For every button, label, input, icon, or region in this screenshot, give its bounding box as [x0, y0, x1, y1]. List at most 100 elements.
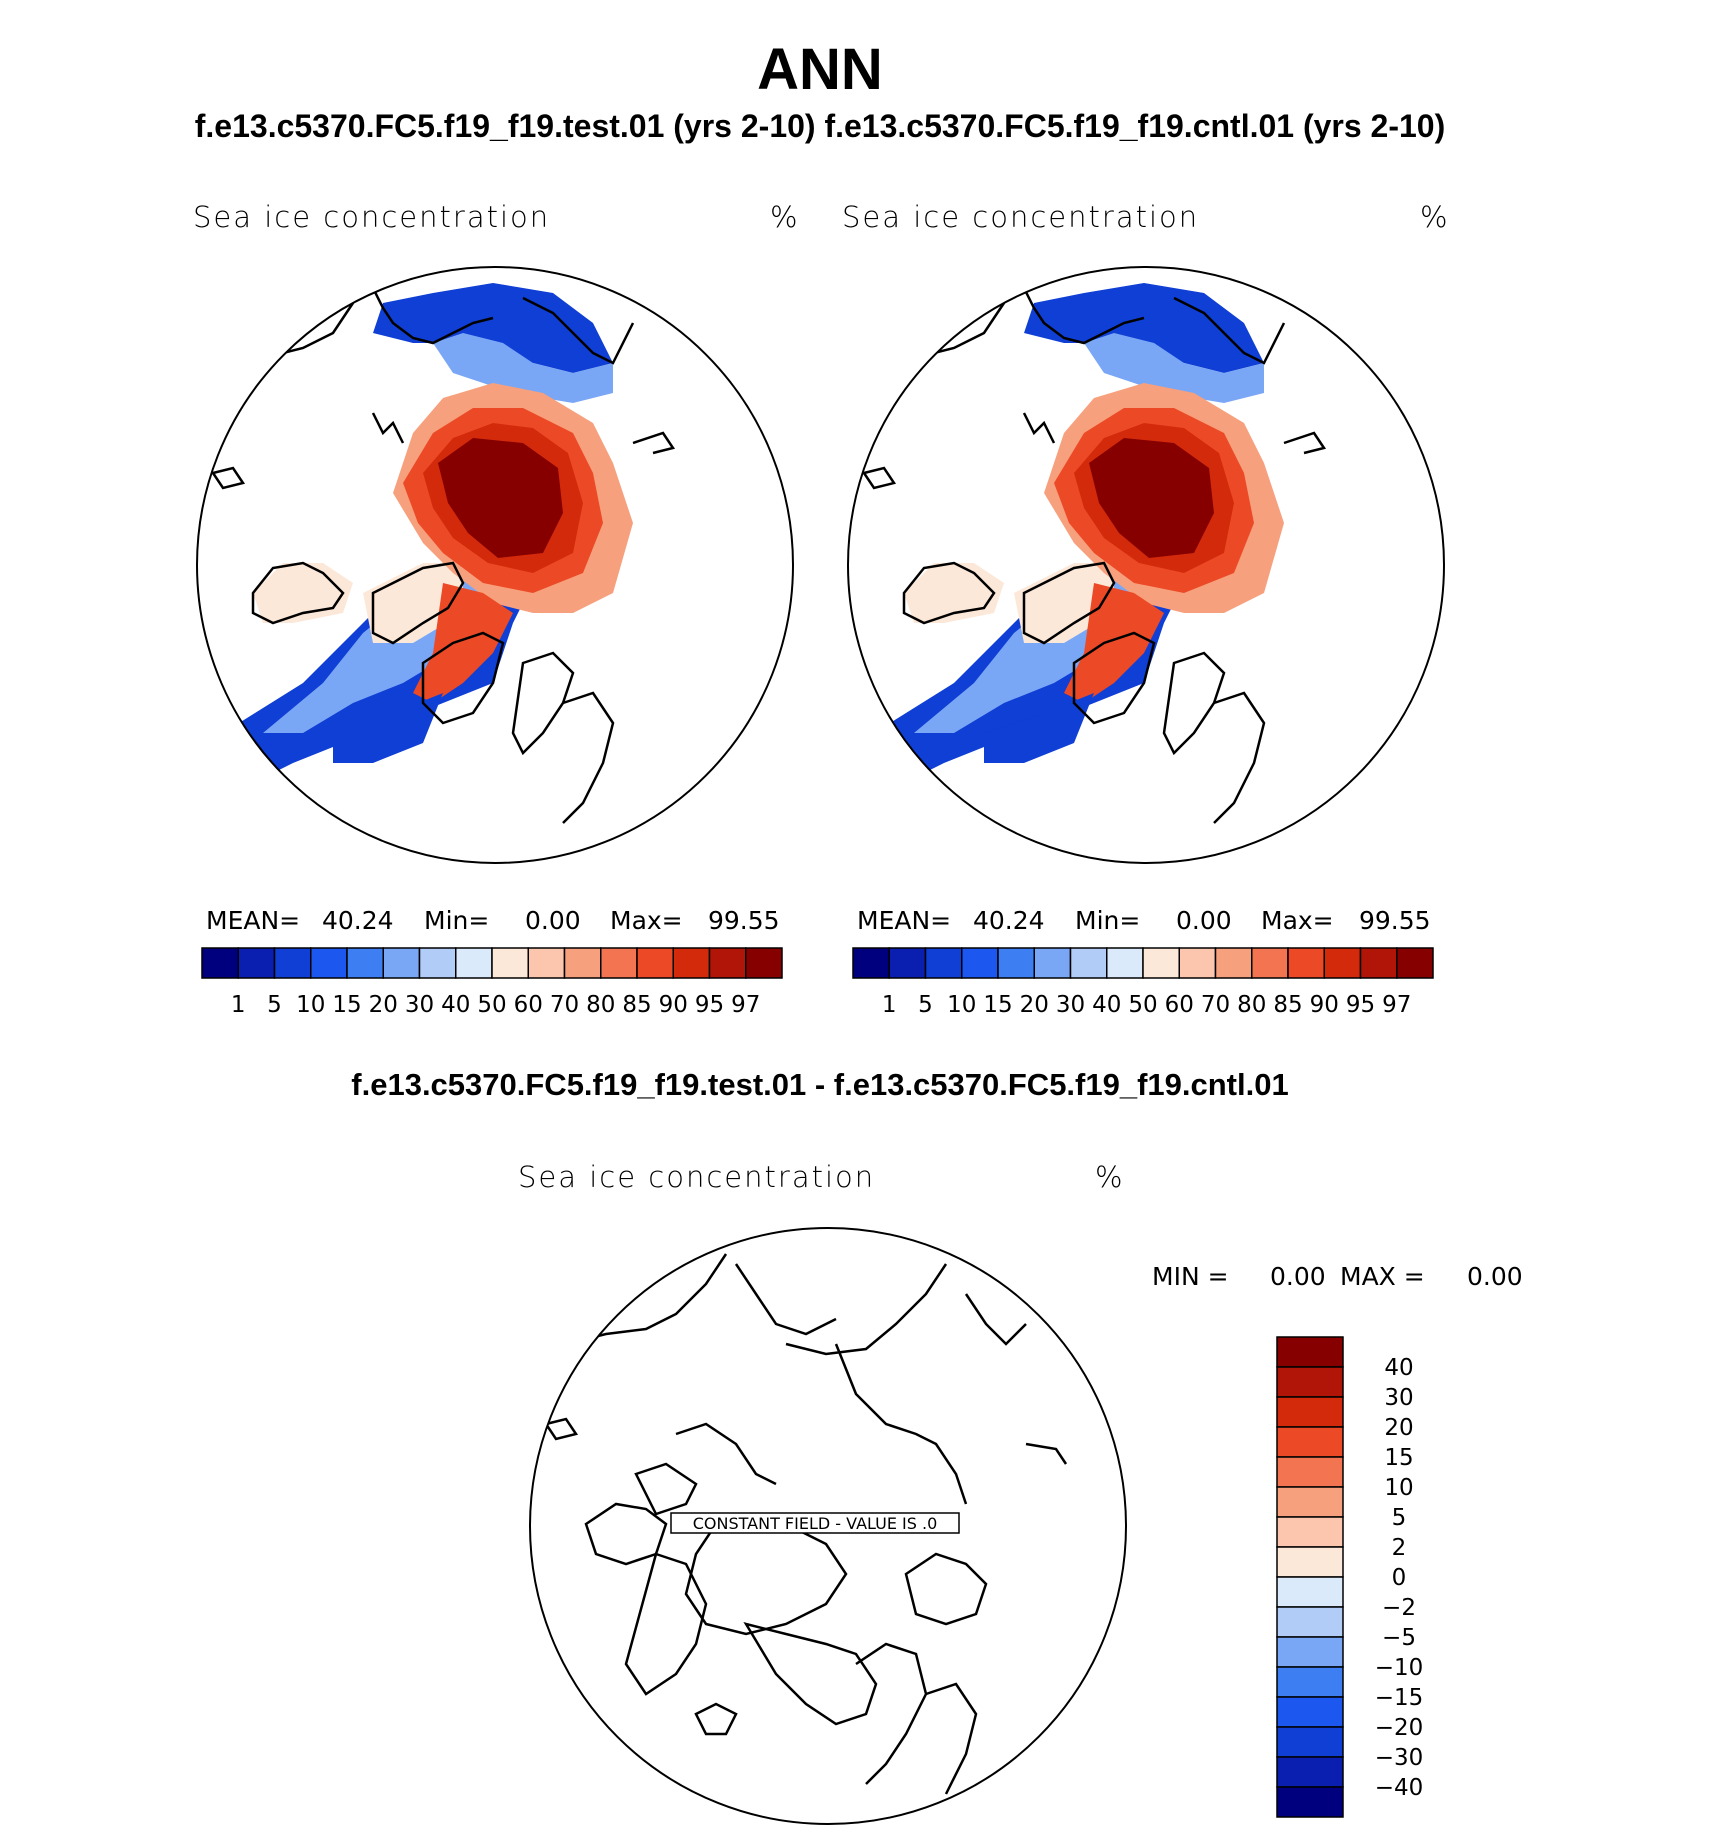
left-ice-field — [223, 283, 633, 783]
diff-colorbar-tick-label: −30 — [1375, 1745, 1424, 1771]
diff-colorbar-swatch — [1276, 1516, 1344, 1548]
right-colorbar-tick-label: 20 — [1020, 992, 1049, 1018]
diff-coastlines — [543, 1253, 1068, 1795]
left-colorbar-swatch — [527, 947, 566, 979]
right-colorbar-tick-label: 85 — [1273, 992, 1302, 1018]
diff-colorbar-swatch — [1276, 1456, 1344, 1488]
right-colorbar-swatch — [1214, 947, 1253, 979]
left-colorbar-swatch — [346, 947, 384, 979]
right-colorbar-tick-label: 1 — [882, 992, 897, 1018]
right-min-value: 0.00 — [1176, 906, 1232, 935]
diff-colorbar-tick-label: −40 — [1375, 1775, 1424, 1801]
right-colorbar-swatch — [924, 947, 963, 979]
left-colorbar-swatch — [563, 947, 602, 979]
left-min-value: 0.00 — [525, 906, 581, 935]
left-colorbar-tick-label: 60 — [514, 992, 543, 1018]
case-subtitle: f.e13.c5370.FC5.f19_f19.test.01 (yrs 2-1… — [194, 108, 1446, 144]
diff-colorbar-tick-label: 40 — [1384, 1355, 1413, 1381]
right-panel-variable: Sea ice concentration — [842, 200, 1200, 234]
right-colorbar: 1 5 10 15 20 30 40 50 60 70 80 85 90 95 97 — [852, 947, 1434, 1018]
right-colorbar-tick-label: 60 — [1165, 992, 1194, 1018]
left-mean-label: MEAN= — [206, 906, 301, 935]
diff-panel-units: % — [1095, 1160, 1125, 1194]
right-colorbar-swatch — [1069, 947, 1108, 979]
left-colorbar-tick-label: 95 — [695, 992, 724, 1018]
left-coastlines — [210, 287, 676, 824]
right-colorbar-tick-label: 30 — [1056, 992, 1085, 1018]
right-colorbar-tick-label: 40 — [1092, 992, 1121, 1018]
diff-colorbar-swatch — [1276, 1396, 1344, 1428]
diff-colorbar-tick-label: −2 — [1382, 1595, 1416, 1621]
diff-min-value: 0.00 — [1270, 1262, 1326, 1291]
left-max-value: 99.55 — [708, 906, 780, 935]
diff-colorbar-swatch — [1276, 1546, 1344, 1578]
diff-min-label: MIN = — [1152, 1262, 1229, 1291]
left-colorbar-swatch — [708, 947, 747, 979]
diff-colorbar-tick-label: 10 — [1384, 1475, 1413, 1501]
right-colorbar-swatch — [1142, 947, 1180, 979]
right-colorbar-tick-label: 5 — [918, 992, 933, 1018]
diff-colorbar-swatch — [1276, 1786, 1344, 1818]
left-colorbar-tick-label: 85 — [622, 992, 651, 1018]
left-colorbar-tick-label: 80 — [586, 992, 615, 1018]
left-colorbar: 1 5 10 15 20 30 40 50 60 70 80 85 90 95 97 — [201, 947, 783, 1018]
left-polar-map — [196, 266, 794, 864]
difference-polar-map: CONSTANT FIELD - VALUE IS .0 — [529, 1227, 1127, 1825]
left-colorbar-tick-label: 50 — [477, 992, 506, 1018]
diff-colorbar-swatch — [1276, 1486, 1344, 1518]
right-polar-map — [847, 266, 1445, 864]
left-colorbar-tick-label: 15 — [332, 992, 361, 1018]
diff-colorbar-swatch — [1276, 1576, 1344, 1608]
right-colorbar-swatch — [1033, 947, 1072, 979]
diff-panel-variable: Sea ice concentration — [518, 1160, 876, 1194]
left-panel-variable: Sea ice concentration — [193, 200, 551, 234]
left-colorbar-swatch — [237, 947, 276, 979]
right-colorbar-tick-label: 95 — [1346, 992, 1375, 1018]
diff-colorbar-tick-label: 0 — [1392, 1565, 1407, 1591]
right-colorbar-swatch — [852, 947, 890, 979]
diff-colorbar-swatch — [1276, 1636, 1344, 1668]
diff-colorbar-swatch — [1276, 1366, 1344, 1398]
right-colorbar-tick-label: 80 — [1237, 992, 1266, 1018]
difference-title: f.e13.c5370.FC5.f19_f19.test.01 - f.e13.… — [351, 1067, 1289, 1102]
left-panel-units: % — [770, 200, 800, 234]
left-colorbar-tick-label: 10 — [296, 992, 325, 1018]
right-colorbar-tick-label: 15 — [983, 992, 1012, 1018]
left-colorbar-tick-label: 20 — [369, 992, 398, 1018]
diff-colorbar-tick-label: 30 — [1384, 1385, 1413, 1411]
diff-colorbar-swatch — [1276, 1336, 1344, 1368]
diff-max-value: 0.00 — [1467, 1262, 1523, 1291]
left-min-label: Min= — [424, 906, 490, 935]
right-panel-units: % — [1420, 200, 1450, 234]
right-colorbar-tick-label: 90 — [1310, 992, 1339, 1018]
diff-colorbar-tick-label: 5 — [1392, 1505, 1407, 1531]
figure-title: ANN — [757, 37, 883, 102]
right-colorbar-swatch — [1323, 947, 1362, 979]
right-colorbar-tick-label: 10 — [947, 992, 976, 1018]
diff-colorbar-tick-label: −20 — [1375, 1715, 1424, 1741]
left-colorbar-tick-label: 1 — [231, 992, 246, 1018]
diff-colorbar-swatch — [1276, 1726, 1344, 1758]
right-ice-field — [874, 283, 1284, 783]
diff-colorbar-tick-label: 15 — [1384, 1445, 1413, 1471]
right-max-label: Max= — [1261, 906, 1334, 935]
right-colorbar-swatch — [1396, 947, 1434, 979]
left-colorbar-swatch — [455, 947, 493, 979]
left-colorbar-tick-label: 97 — [731, 992, 760, 1018]
right-colorbar-swatch — [961, 947, 999, 979]
left-colorbar-swatch — [636, 947, 674, 979]
right-mean-label: MEAN= — [857, 906, 952, 935]
diff-colorbar-tick-label: 20 — [1384, 1415, 1413, 1441]
left-colorbar-swatch — [672, 947, 711, 979]
left-mean-value: 40.24 — [322, 906, 394, 935]
constant-field-annotation: CONSTANT FIELD - VALUE IS .0 — [693, 1514, 938, 1533]
left-colorbar-swatch — [418, 947, 457, 979]
diff-max-label: MAX = — [1340, 1262, 1425, 1291]
left-colorbar-swatch — [382, 947, 421, 979]
left-colorbar-swatch — [491, 947, 529, 979]
right-max-value: 99.55 — [1359, 906, 1431, 935]
left-max-label: Max= — [610, 906, 683, 935]
diff-colorbar-tick-label: 2 — [1392, 1535, 1407, 1561]
diff-colorbar-swatch — [1276, 1606, 1344, 1638]
